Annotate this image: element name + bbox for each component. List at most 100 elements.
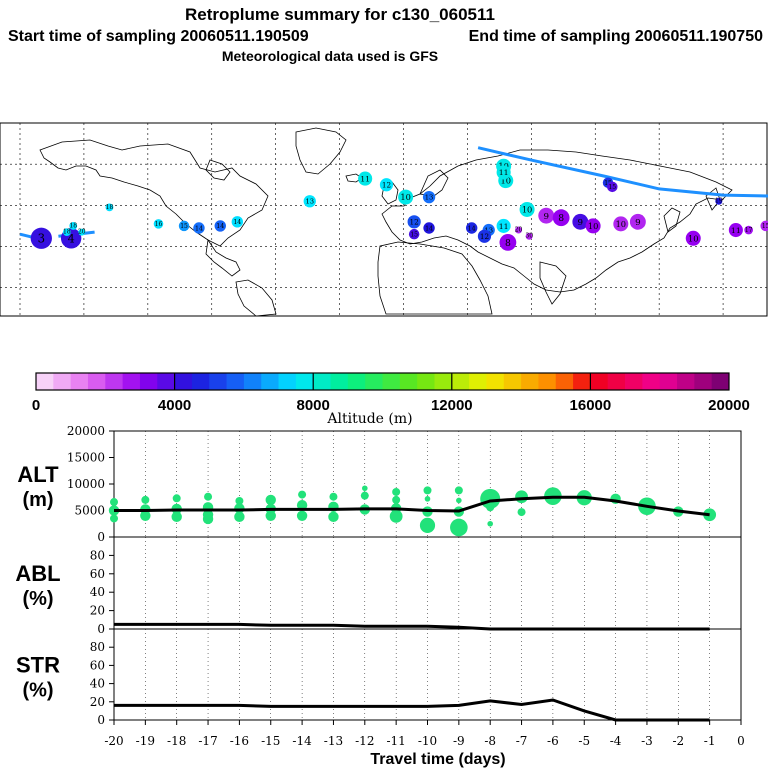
plume-label: 15 (604, 180, 612, 187)
x-tick-label: -6 (547, 734, 559, 748)
plume-marker (728, 223, 743, 238)
plume-marker (572, 213, 589, 230)
colorbar-swatch (347, 373, 366, 390)
plume-marker (153, 219, 164, 229)
plume-marker (105, 203, 114, 212)
colorbar-swatch (278, 373, 297, 390)
plume-marker (760, 220, 768, 232)
colorbar-swatch (36, 373, 54, 390)
colorbar-swatch (295, 373, 314, 390)
colorbar-title: Altitude (m) (326, 411, 412, 427)
y-tick-label: 5000 (74, 504, 105, 518)
colorbar-frame (35, 372, 730, 391)
colorbar-swatch (209, 373, 227, 390)
colorbar-swatch (659, 373, 678, 390)
x-tick-label: -11 (386, 734, 405, 748)
plume-label: 10 (688, 233, 699, 243)
scatter-point (110, 498, 118, 507)
scatter-point (360, 491, 369, 500)
scatter-point (515, 490, 528, 504)
colorbar-swatch (87, 373, 106, 390)
colorbar-swatch (157, 373, 175, 390)
plume-label: 9 (543, 212, 549, 222)
map-frame (0, 122, 768, 317)
colorbar-swatch (53, 373, 72, 390)
plume-label: 15 (608, 184, 616, 191)
plume-marker (538, 207, 555, 224)
plume-label: 18 (106, 204, 114, 211)
plume-marker (465, 222, 478, 234)
plume-label: 16 (155, 221, 163, 228)
scatter-point (392, 487, 401, 496)
plume-label: 12 (480, 232, 489, 241)
scatter-point (204, 492, 213, 501)
plume-marker (231, 216, 244, 228)
map-gridlines (0, 123, 767, 316)
plume-label: 11 (731, 226, 741, 235)
plume-label: 4 (68, 232, 75, 245)
plume-label: 3 (38, 232, 45, 246)
y-tick-label: 60 (90, 658, 105, 672)
series-line (114, 495, 710, 517)
plume-marker (607, 181, 618, 193)
plume-marker (496, 218, 511, 233)
colorbar-swatch (330, 373, 349, 390)
end-time-label: End time of sampling 20060511.190750 (469, 28, 763, 45)
colorbar-swatch (226, 373, 245, 390)
plume-label: 13 (484, 227, 493, 235)
scatter-point (328, 511, 339, 523)
x-tick-label: 0 (737, 734, 745, 748)
plume-label: 8 (558, 213, 564, 224)
panel-abl: 80 60 40 20 0 ABL(%) (15, 536, 742, 636)
scatter-point (141, 495, 150, 504)
plume-label: 10 (616, 219, 627, 229)
plume-marker (477, 229, 492, 243)
x-tick-label: -1 (704, 734, 716, 748)
colorbar-swatch (538, 373, 557, 390)
coastlines (39, 127, 733, 317)
colorbar-swatch (469, 373, 487, 390)
scatter-point (389, 509, 403, 523)
colorbar-swatch (261, 373, 279, 390)
x-tick-label: -19 (136, 734, 155, 748)
panel-ylabel: (%) (22, 588, 53, 610)
plume-label: 14 (195, 225, 203, 232)
scatter-point (172, 494, 181, 503)
plume-marker (408, 228, 420, 240)
colorbar-swatch (607, 373, 626, 390)
scatter-point (296, 510, 308, 521)
colorbar-swatch (105, 373, 124, 390)
series-line (114, 698, 710, 722)
y-tick-label: 80 (90, 548, 105, 562)
plume-label: 14 (233, 219, 241, 226)
scatter-point (296, 500, 308, 511)
plume-label: 13 (305, 198, 314, 206)
colorbar-swatch (486, 373, 505, 390)
start-time-label: Start time of sampling 20060511.190509 (8, 28, 309, 45)
colorbar-swatch (573, 373, 591, 390)
scatter-point (202, 513, 214, 525)
coast-india (539, 261, 567, 305)
plume-label: 14 (216, 223, 224, 230)
colorbar-swatch (417, 373, 435, 390)
colorbar-swatch (399, 373, 418, 390)
x-tick-label: -3 (641, 734, 653, 748)
y-tick-label: 0 (97, 622, 105, 636)
y-tick-label: 40 (90, 677, 105, 691)
colorbar-swatch (451, 373, 470, 390)
x-axis-label: Travel time (days) (370, 751, 505, 768)
colorbar-tick-label: 12000 (431, 397, 473, 414)
y-tick-label: 20 (90, 604, 105, 618)
coast-greenland (295, 127, 347, 175)
scatter-point (362, 485, 368, 492)
x-tick-label: -20 (104, 734, 123, 748)
panel-ylabel: ABL (15, 561, 60, 586)
plume-label: 10 (501, 176, 512, 186)
coast-north-america (39, 139, 269, 247)
panel-ylabel: (m) (22, 489, 53, 511)
scatter-point (703, 508, 717, 522)
plume-label: 17 (745, 227, 753, 234)
plume-label: 11 (499, 168, 509, 177)
